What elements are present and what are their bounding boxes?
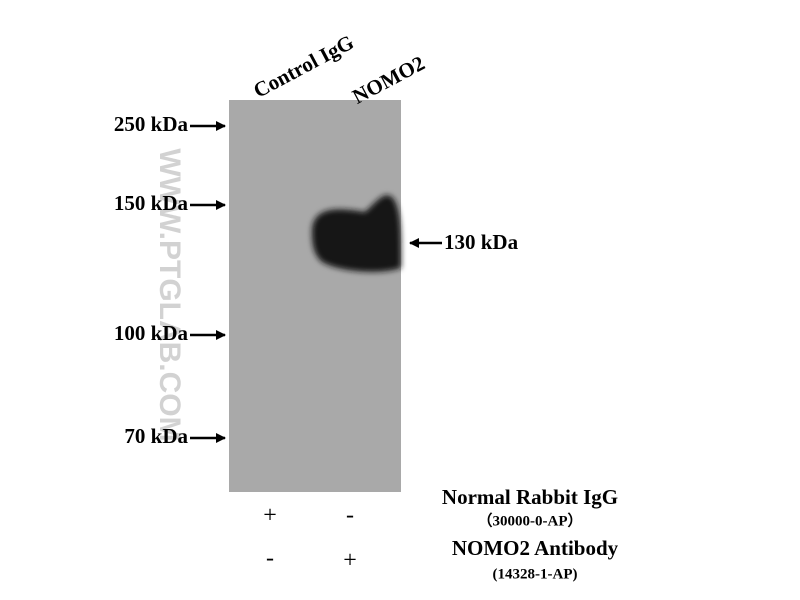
lane-sign: - (266, 546, 274, 572)
band-label: 130 kDa (444, 230, 519, 254)
lane-sign: - (346, 503, 354, 529)
band (312, 195, 402, 272)
marker-label: 250 kDa (114, 112, 189, 136)
lane-sign: + (343, 548, 357, 574)
reagent-catalog: (14328-1-AP) (493, 566, 578, 582)
watermark: WWW.PTGLAB.COM (153, 148, 186, 441)
reagent-name: Normal Rabbit IgG (442, 485, 618, 509)
reagent-name: NOMO2 Antibody (452, 536, 619, 560)
lane-sign: + (263, 503, 277, 529)
marker-label: 150 kDa (114, 191, 189, 215)
reagent-catalog: （30000-0-AP） (478, 511, 583, 529)
marker-label: 100 kDa (114, 321, 189, 345)
blot (229, 100, 401, 492)
marker-label: 70 kDa (124, 424, 188, 448)
